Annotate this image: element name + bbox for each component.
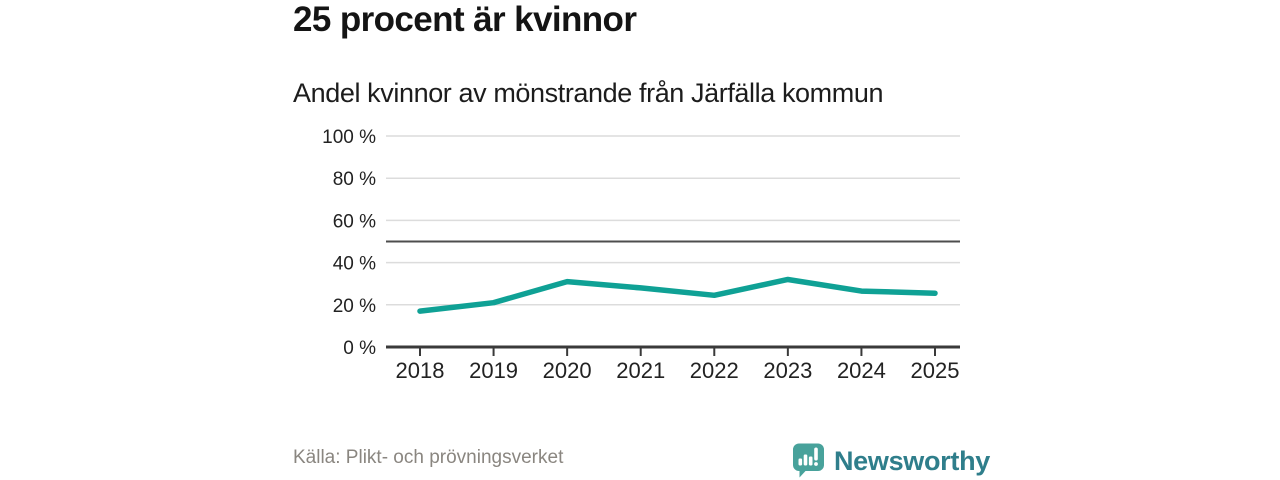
newsworthy-logo: Newsworthy xyxy=(792,443,990,479)
x-tick-label: 2019 xyxy=(469,358,518,383)
logo-exclamation-stroke xyxy=(814,447,818,461)
content-column: 25 procent är kvinnor Andel kvinnor av m… xyxy=(290,0,990,480)
logo-bar-1 xyxy=(798,458,803,466)
source-note: Källa: Plikt- och prövningsverket xyxy=(293,447,564,468)
x-tick-label: 2024 xyxy=(837,358,886,383)
x-tick-label: 2023 xyxy=(763,358,812,383)
newsworthy-logo-icon xyxy=(792,443,824,478)
y-tick-label: 60 % xyxy=(333,211,376,232)
x-tick-label: 2022 xyxy=(690,358,739,383)
page-title: 25 procent är kvinnor xyxy=(293,0,637,39)
data-line xyxy=(417,276,938,314)
x-tick-label: 2018 xyxy=(396,358,445,383)
logo-exclamation-dot xyxy=(814,462,818,466)
y-tick-label: 100 % xyxy=(322,127,376,148)
newsworthy-logo-text: Newsworthy xyxy=(833,445,990,476)
y-tick-label: 20 % xyxy=(333,296,376,317)
x-tick-label: 2020 xyxy=(543,358,592,383)
y-tick-label: 0 % xyxy=(343,338,376,359)
x-tick-label: 2021 xyxy=(616,358,665,383)
line-chart: 0 % 20 % 40 % 60 % 80 % 100 % 2018 2019 2020 2021… xyxy=(322,127,960,383)
footer: Källa: Plikt- och prövningsverket Newswo… xyxy=(290,436,990,480)
y-tick-label: 40 % xyxy=(333,254,376,275)
logo-bar-3 xyxy=(808,456,813,466)
y-tick-label: 80 % xyxy=(333,169,376,190)
chart-subtitle: Andel kvinnor av mönstrande från Järfäll… xyxy=(293,78,884,108)
logo-bar-2 xyxy=(803,454,808,466)
x-tick-label: 2025 xyxy=(911,358,960,383)
